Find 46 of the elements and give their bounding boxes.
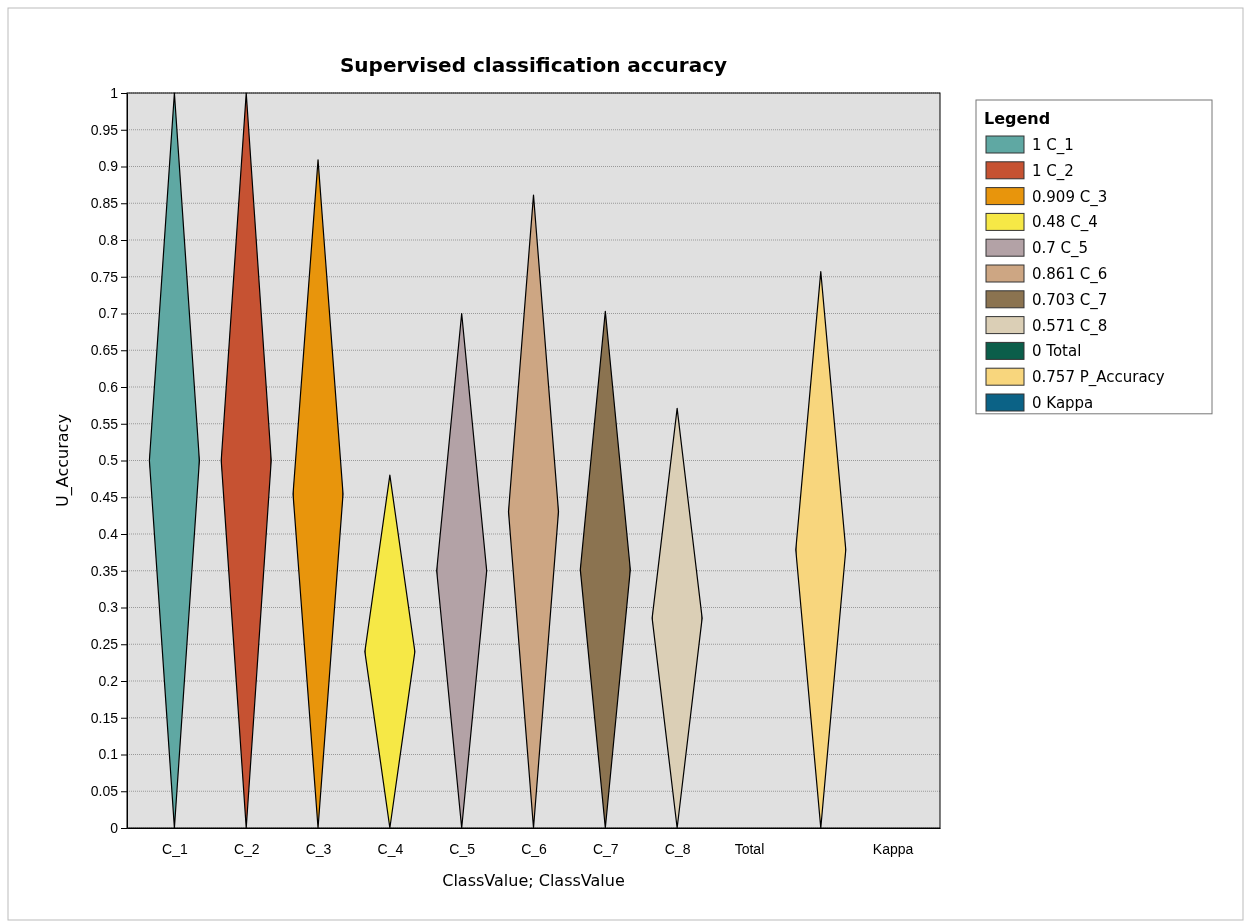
- x-tick-label: C_3: [305, 840, 332, 857]
- x-tick-label: Kappa: [872, 840, 914, 857]
- x-tick-label: C_8: [664, 840, 691, 857]
- legend-label: 0.7 C_5: [1032, 239, 1089, 259]
- y-tick-label: 0.5: [98, 452, 119, 469]
- legend-label: 1 C_1: [1032, 136, 1074, 155]
- y-tick-label: 0.15: [90, 709, 119, 726]
- legend-label: 0.571 C_8: [1032, 316, 1108, 336]
- x-tick-label: C_6: [521, 840, 548, 857]
- y-axis-title: U_Accuracy: [53, 414, 73, 507]
- legend-label: 1 C_2: [1032, 161, 1074, 181]
- y-tick-label: 0.75: [90, 268, 119, 285]
- x-tick-label: C_1: [162, 840, 188, 857]
- legend-label: 0.861 C_6: [1032, 265, 1108, 284]
- y-tick-label: 0: [110, 819, 119, 836]
- y-tick-label: 0.6: [98, 378, 119, 395]
- legend-title: Legend: [984, 109, 1051, 128]
- y-tick-label: 0.55: [90, 415, 119, 432]
- y-tick-label: 0.25: [90, 636, 119, 653]
- legend-label: 0.757 P_Accuracy: [1032, 368, 1165, 388]
- y-tick-label: 0.8: [98, 231, 119, 248]
- y-tick-label: 0.7: [98, 305, 119, 322]
- chart-title: Supervised classification accuracy: [339, 53, 728, 77]
- y-tick-label: 0.95: [90, 121, 119, 138]
- y-tick-label: 0.9: [98, 158, 119, 175]
- legend-label: 0.909 C_3: [1032, 187, 1108, 207]
- y-tick-label: 0.35: [90, 562, 119, 579]
- legend-label: 0.703 C_7: [1032, 290, 1108, 310]
- x-axis-title: ClassValue; ClassValue: [442, 871, 625, 890]
- x-tick-label: C_4: [377, 840, 404, 857]
- y-tick-label: 0.2: [98, 672, 119, 689]
- y-tick-label: 0.4: [98, 525, 119, 542]
- x-tick-label: C_7: [592, 840, 619, 857]
- x-tick-label: C_2: [233, 840, 260, 857]
- y-tick-label: 0.65: [90, 342, 119, 359]
- y-tick-label: 0.05: [90, 783, 119, 800]
- y-tick-label: 1: [110, 84, 119, 101]
- x-tick-label: Total: [734, 840, 765, 857]
- y-tick-label: 0.3: [98, 599, 119, 616]
- legend-label: 0.48 C_4: [1032, 213, 1098, 233]
- y-tick-label: 0.85: [90, 195, 119, 212]
- y-tick-label: 0.1: [98, 746, 119, 763]
- legend-label: 0 Kappa: [1032, 394, 1094, 412]
- x-tick-label: C_5: [449, 840, 476, 857]
- legend-label: 0 Total: [1032, 342, 1082, 361]
- y-tick-label: 0.45: [90, 489, 119, 506]
